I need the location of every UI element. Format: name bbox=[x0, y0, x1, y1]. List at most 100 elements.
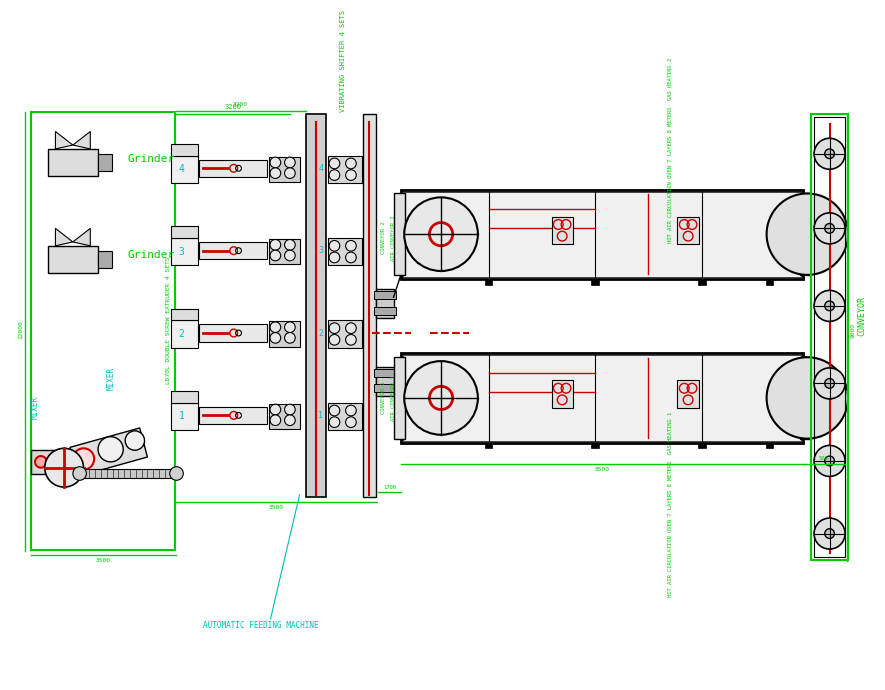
Bar bbox=[376, 367, 394, 396]
Bar bbox=[98, 154, 112, 171]
Bar bbox=[327, 403, 362, 430]
Text: 4: 4 bbox=[179, 164, 184, 175]
Bar bbox=[485, 279, 492, 284]
Text: 1: 1 bbox=[179, 411, 184, 422]
Circle shape bbox=[329, 323, 340, 333]
Bar bbox=[374, 369, 396, 377]
Bar bbox=[327, 320, 362, 348]
Text: 3200: 3200 bbox=[233, 102, 248, 107]
Bar bbox=[268, 239, 300, 264]
Circle shape bbox=[814, 446, 845, 476]
Circle shape bbox=[814, 138, 845, 169]
Circle shape bbox=[270, 239, 281, 250]
Bar bbox=[591, 279, 599, 284]
Text: CONVEYOR 1: CONVEYOR 1 bbox=[381, 382, 387, 414]
Bar bbox=[799, 193, 812, 275]
Bar bbox=[363, 114, 376, 497]
Bar bbox=[374, 307, 396, 315]
Bar bbox=[697, 442, 705, 448]
Polygon shape bbox=[56, 228, 73, 246]
Text: 12000: 12000 bbox=[18, 321, 23, 339]
Text: LD70L DOUBLE SCREW EXTRUDER 4 SETS: LD70L DOUBLE SCREW EXTRUDER 4 SETS bbox=[166, 257, 172, 384]
Bar bbox=[31, 112, 174, 550]
Circle shape bbox=[230, 164, 237, 172]
Bar bbox=[812, 114, 848, 560]
Bar bbox=[401, 190, 804, 279]
Text: Grinder: Grinder bbox=[127, 250, 174, 261]
Bar bbox=[268, 322, 300, 346]
Polygon shape bbox=[70, 428, 148, 476]
Bar bbox=[404, 192, 802, 277]
Circle shape bbox=[346, 417, 357, 428]
Text: AUTOMATIC FEEDING MACHINE: AUTOMATIC FEEDING MACHINE bbox=[203, 621, 319, 630]
Bar bbox=[268, 157, 300, 182]
Bar bbox=[551, 380, 573, 408]
Bar bbox=[268, 404, 300, 429]
Circle shape bbox=[404, 361, 478, 435]
Text: 1: 1 bbox=[319, 411, 323, 420]
Text: 3: 3 bbox=[179, 246, 184, 257]
Text: MIXER: MIXER bbox=[31, 396, 40, 420]
Circle shape bbox=[346, 335, 357, 345]
Circle shape bbox=[329, 405, 340, 416]
Bar bbox=[80, 469, 176, 478]
Bar bbox=[799, 357, 812, 439]
Circle shape bbox=[814, 290, 845, 322]
Circle shape bbox=[825, 149, 835, 159]
Circle shape bbox=[346, 170, 357, 180]
Text: 500: 500 bbox=[819, 457, 828, 462]
Circle shape bbox=[270, 250, 281, 261]
Circle shape bbox=[825, 301, 835, 310]
Circle shape bbox=[230, 411, 237, 420]
Circle shape bbox=[329, 241, 340, 251]
Text: 1700: 1700 bbox=[383, 484, 396, 490]
Circle shape bbox=[270, 404, 281, 415]
Bar bbox=[404, 355, 802, 440]
Circle shape bbox=[346, 405, 357, 416]
Bar bbox=[591, 442, 599, 448]
Circle shape bbox=[285, 415, 296, 426]
Circle shape bbox=[285, 250, 296, 261]
Circle shape bbox=[270, 168, 281, 179]
Circle shape bbox=[825, 529, 835, 538]
Text: HOT AIR CIRCULATION OVEN 7 LAYERS 8 METERS  GAS HEATING 1: HOT AIR CIRCULATION OVEN 7 LAYERS 8 METE… bbox=[668, 412, 673, 597]
Bar bbox=[376, 289, 394, 319]
Bar bbox=[697, 279, 705, 284]
Text: 3200: 3200 bbox=[224, 104, 242, 110]
Circle shape bbox=[329, 417, 340, 428]
Text: CONVEYOR 2: CONVEYOR 2 bbox=[381, 221, 387, 255]
Circle shape bbox=[285, 333, 296, 343]
Bar bbox=[171, 309, 198, 320]
Circle shape bbox=[125, 431, 144, 451]
Text: HOT AIR CIRCULATION OVEN 7 LAYERS 8 METERS  GAS HEATING 2: HOT AIR CIRCULATION OVEN 7 LAYERS 8 METE… bbox=[668, 58, 673, 244]
Circle shape bbox=[285, 404, 296, 415]
Circle shape bbox=[270, 415, 281, 426]
Bar bbox=[814, 117, 845, 557]
Circle shape bbox=[766, 357, 848, 439]
Circle shape bbox=[825, 456, 835, 466]
Circle shape bbox=[73, 448, 94, 470]
Text: MIXER: MIXER bbox=[106, 367, 115, 390]
Bar bbox=[374, 384, 396, 392]
Bar bbox=[98, 250, 112, 268]
Circle shape bbox=[170, 466, 183, 480]
Circle shape bbox=[329, 252, 340, 263]
Bar bbox=[171, 403, 198, 430]
Circle shape bbox=[814, 518, 845, 549]
Bar bbox=[394, 357, 405, 439]
Bar bbox=[766, 442, 773, 448]
Text: AIR CONVEYOR 1: AIR CONVEYOR 1 bbox=[391, 375, 396, 421]
Text: 3500: 3500 bbox=[96, 558, 111, 563]
Bar bbox=[551, 217, 573, 244]
Circle shape bbox=[329, 335, 340, 345]
Bar bbox=[171, 320, 198, 348]
Bar bbox=[677, 217, 699, 244]
Bar bbox=[401, 353, 804, 442]
Circle shape bbox=[825, 379, 835, 388]
Circle shape bbox=[825, 224, 835, 233]
Polygon shape bbox=[73, 228, 90, 246]
Circle shape bbox=[45, 448, 83, 487]
Text: 3500: 3500 bbox=[269, 505, 284, 510]
Bar bbox=[48, 149, 98, 176]
Bar bbox=[171, 238, 198, 265]
